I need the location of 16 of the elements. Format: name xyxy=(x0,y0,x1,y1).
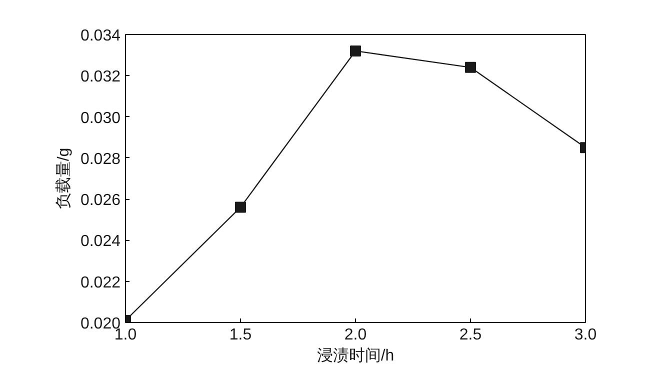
point xyxy=(350,45,361,56)
y-tick-label: 0.026 xyxy=(80,192,121,210)
point xyxy=(235,202,246,213)
x-tick-label: 3.0 xyxy=(574,326,597,344)
y-tick-label: 0.032 xyxy=(80,68,121,86)
x-axis-title: 浸渍时间/h xyxy=(316,346,394,364)
y-tick-label: 0.034 xyxy=(80,28,121,44)
y-tick-label: 0.022 xyxy=(80,274,121,292)
y-tick-label: 0.024 xyxy=(80,233,121,250)
x-tick-label: 1.5 xyxy=(229,326,252,344)
x-tick-label: 2.0 xyxy=(344,326,367,344)
y-tick-label: 0.030 xyxy=(80,110,121,127)
y-axis-title: 负载量/g xyxy=(54,148,72,210)
point xyxy=(465,62,476,73)
y-tick-label: 0.028 xyxy=(80,150,121,168)
x-tick-label: 2.5 xyxy=(459,326,482,344)
